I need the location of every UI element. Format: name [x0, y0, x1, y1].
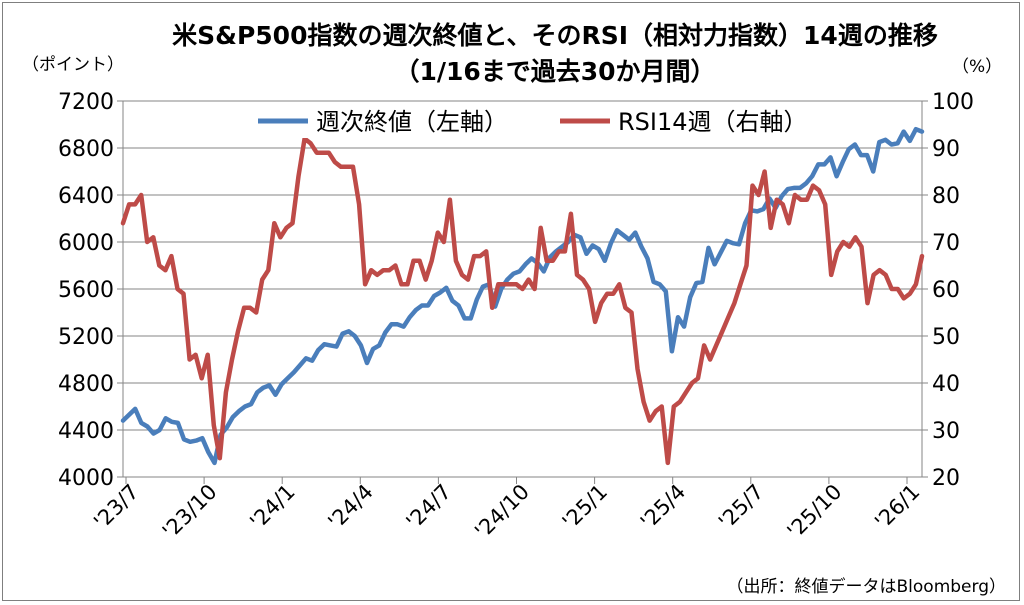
- x-tick-label: '26/1: [870, 480, 924, 534]
- x-tick-label: '23/10: [158, 480, 222, 544]
- right-axis-unit: （%）: [952, 57, 1002, 77]
- legend-label-rsi: RSI14週（右軸）: [618, 108, 808, 136]
- left-tick-label: 5600: [58, 278, 114, 303]
- right-tick-label: 70: [932, 231, 960, 256]
- left-tick-label: 4800: [58, 372, 114, 397]
- right-tick-label: 30: [932, 419, 960, 444]
- right-tick-label: 90: [932, 137, 960, 162]
- x-tick-label: '25/7: [714, 480, 768, 534]
- right-axis-ticks: 20 30 40 50 60 70 80 90 100: [922, 90, 974, 491]
- legend-background: [252, 104, 826, 138]
- left-axis-unit: （ポイント）: [22, 55, 124, 75]
- left-tick-label: 5200: [58, 325, 114, 350]
- legend-label-close: 週次終値（左軸）: [316, 108, 508, 136]
- x-tick-label: '25/1: [558, 480, 612, 534]
- x-tick-label: '24/7: [402, 480, 456, 534]
- x-tick-label: '24/10: [470, 480, 534, 544]
- right-tick-label: 40: [932, 372, 960, 397]
- legend: 週次終値（左軸） RSI14週（右軸）: [252, 104, 826, 138]
- left-tick-label: 4000: [58, 466, 114, 491]
- x-tick-label: '25/4: [636, 480, 690, 534]
- left-axis-ticks: 4000 4400 4800 5200 5600 6000 6400 6800 7200: [58, 90, 123, 491]
- series-lines: [120, 126, 925, 466]
- x-tick-label: '24/1: [245, 480, 299, 534]
- right-tick-label: 50: [932, 325, 960, 350]
- right-tick-label: 80: [932, 184, 960, 209]
- x-tick-label: '24/4: [323, 480, 377, 534]
- chart-subtitle: （1/16まで過去30か月間）: [394, 57, 715, 86]
- x-axis-ticks: '23/7'23/10'24/1'24/4'24/7'24/10'25/1'25…: [89, 477, 925, 544]
- left-tick-label: 7200: [58, 90, 114, 115]
- source-note: （出所：終値データはBloomberg）: [727, 576, 1006, 597]
- series-line-close: [120, 126, 925, 466]
- right-tick-label: 20: [932, 466, 960, 491]
- left-tick-label: 6400: [58, 184, 114, 209]
- right-tick-label: 60: [932, 278, 960, 303]
- left-tick-label: 6800: [58, 137, 114, 162]
- chart-title: 米S&P500指数の週次終値と、そのRSI（相対力指数）14週の推移: [172, 21, 938, 50]
- x-tick-label: '25/10: [783, 480, 847, 544]
- series-line-rsi: [120, 136, 925, 466]
- right-tick-label: 100: [932, 90, 974, 115]
- left-tick-label: 4400: [58, 419, 114, 444]
- left-tick-label: 6000: [58, 231, 114, 256]
